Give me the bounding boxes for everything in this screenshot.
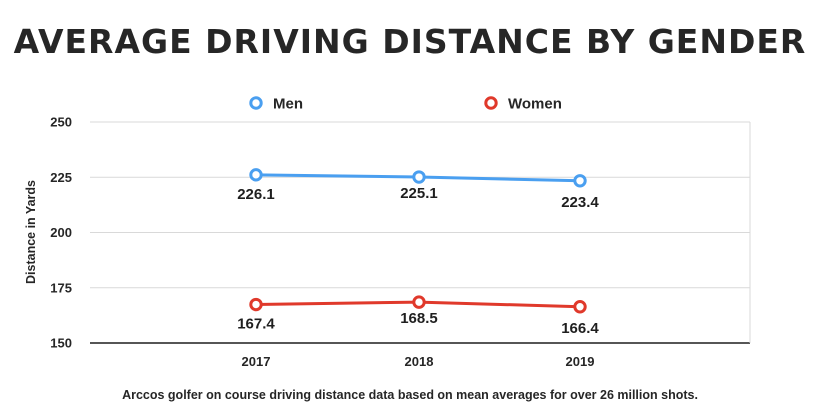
legend-label-men: Men: [273, 96, 303, 113]
data-point-women: [412, 295, 426, 309]
y-tick-label: 150: [50, 336, 72, 351]
data-point-men: [573, 174, 587, 188]
data-label: 223.4: [561, 194, 599, 211]
legend-marker-women: [484, 96, 498, 110]
x-tick-label: 2019: [566, 354, 595, 369]
y-tick-label: 200: [50, 225, 72, 240]
data-label: 167.4: [237, 316, 275, 333]
data-point-men: [412, 170, 426, 184]
data-point-women: [249, 297, 263, 312]
x-tick-label: 2018: [405, 354, 434, 369]
data-label: 226.1: [237, 186, 275, 203]
data-label: 225.1: [400, 185, 438, 202]
y-tick-label: 225: [50, 170, 72, 185]
data-label: 168.5: [400, 310, 438, 327]
data-label: 166.4: [561, 320, 599, 337]
legend-marker-men: [249, 96, 263, 110]
legend-label-women: Women: [508, 96, 562, 113]
y-tick-label: 250: [50, 115, 72, 130]
chart-caption: Arccos golfer on course driving distance…: [122, 388, 698, 402]
data-point-men: [249, 168, 263, 182]
x-tick-label: 2017: [242, 354, 271, 369]
data-point-women: [573, 300, 587, 314]
y-tick-label: 175: [50, 280, 72, 295]
chart-title: AVERAGE DRIVING DISTANCE BY GENDER: [13, 22, 807, 61]
y-axis-label: Distance in Yards: [24, 180, 38, 284]
